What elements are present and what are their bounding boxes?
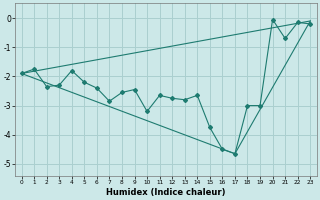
X-axis label: Humidex (Indice chaleur): Humidex (Indice chaleur) bbox=[106, 188, 226, 197]
